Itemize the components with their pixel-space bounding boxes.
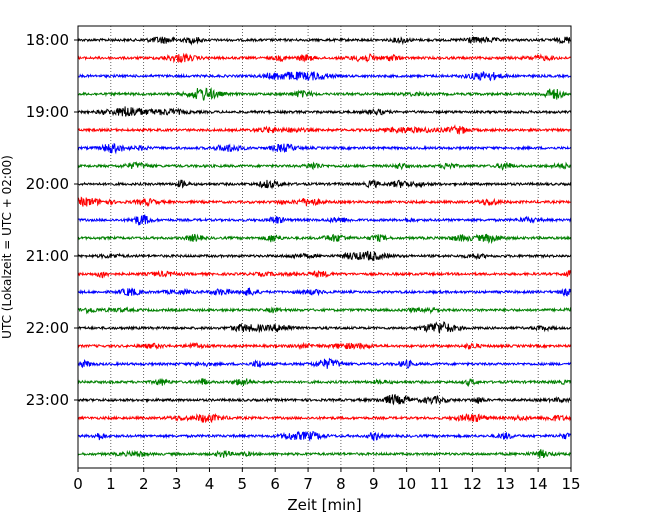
x-tick-label: 10 — [397, 475, 416, 493]
trace-line — [77, 306, 572, 315]
y-tick-label: 21:00 — [26, 247, 69, 265]
x-tick-label: 3 — [172, 475, 182, 493]
y-axis-title: UTC (Lokalzeit = UTC + 02:00) — [0, 155, 14, 339]
y-tick-label: 18:00 — [26, 31, 69, 49]
trace-line — [77, 412, 572, 424]
trace-line — [77, 321, 572, 334]
trace-line — [77, 179, 572, 190]
y-tick-label: 22:00 — [26, 319, 69, 337]
trace-line — [77, 341, 572, 350]
x-tick-label: 2 — [139, 475, 149, 493]
trace-line — [77, 106, 572, 117]
trace-line — [77, 233, 572, 245]
plot-frame — [77, 25, 572, 469]
x-tick-label: 14 — [529, 475, 548, 493]
x-tick-label: 6 — [270, 475, 280, 493]
x-tick-label: 11 — [430, 475, 449, 493]
trace-line — [77, 394, 572, 406]
trace-line — [77, 160, 572, 171]
trace-line — [77, 196, 572, 207]
traces — [77, 36, 572, 459]
x-tick-label: 5 — [238, 475, 248, 493]
plot-background — [78, 26, 571, 468]
x-tick-label: 0 — [73, 475, 83, 493]
trace-line — [77, 357, 572, 369]
trace-line — [77, 430, 572, 442]
x-axis-title: Zeit [min] — [287, 496, 361, 514]
trace-line — [77, 269, 572, 279]
trace-line — [77, 36, 572, 46]
trace-line — [77, 124, 572, 135]
x-tick-label: 15 — [561, 475, 580, 493]
trace-line — [77, 449, 572, 459]
trace-line — [77, 70, 572, 82]
x-tick-label: 4 — [205, 475, 215, 493]
y-tick-label: 20:00 — [26, 175, 69, 193]
trace-line — [77, 214, 572, 226]
x-axis-ticks: 0 1 2 3 4 5 6 7 8 9 10 11 12 13 14 15 — [73, 468, 581, 493]
trace-line — [77, 87, 572, 101]
x-tick-label: 12 — [463, 475, 482, 493]
y-axis-ticks: 18:00 19:00 20:00 21:00 22:00 23:00 — [26, 31, 78, 409]
trace-line — [77, 142, 572, 155]
trace-line — [77, 287, 572, 298]
x-tick-label: 8 — [336, 475, 346, 493]
trace-line — [77, 377, 572, 388]
x-tick-label: 9 — [369, 475, 379, 493]
trace-line — [77, 52, 572, 64]
x-tick-label: 1 — [106, 475, 116, 493]
x-tick-label: 7 — [303, 475, 313, 493]
x-tick-label: 13 — [496, 475, 515, 493]
y-tick-label: 19:00 — [26, 103, 69, 121]
trace-line — [77, 250, 572, 262]
y-tick-label: 23:00 — [26, 391, 69, 409]
